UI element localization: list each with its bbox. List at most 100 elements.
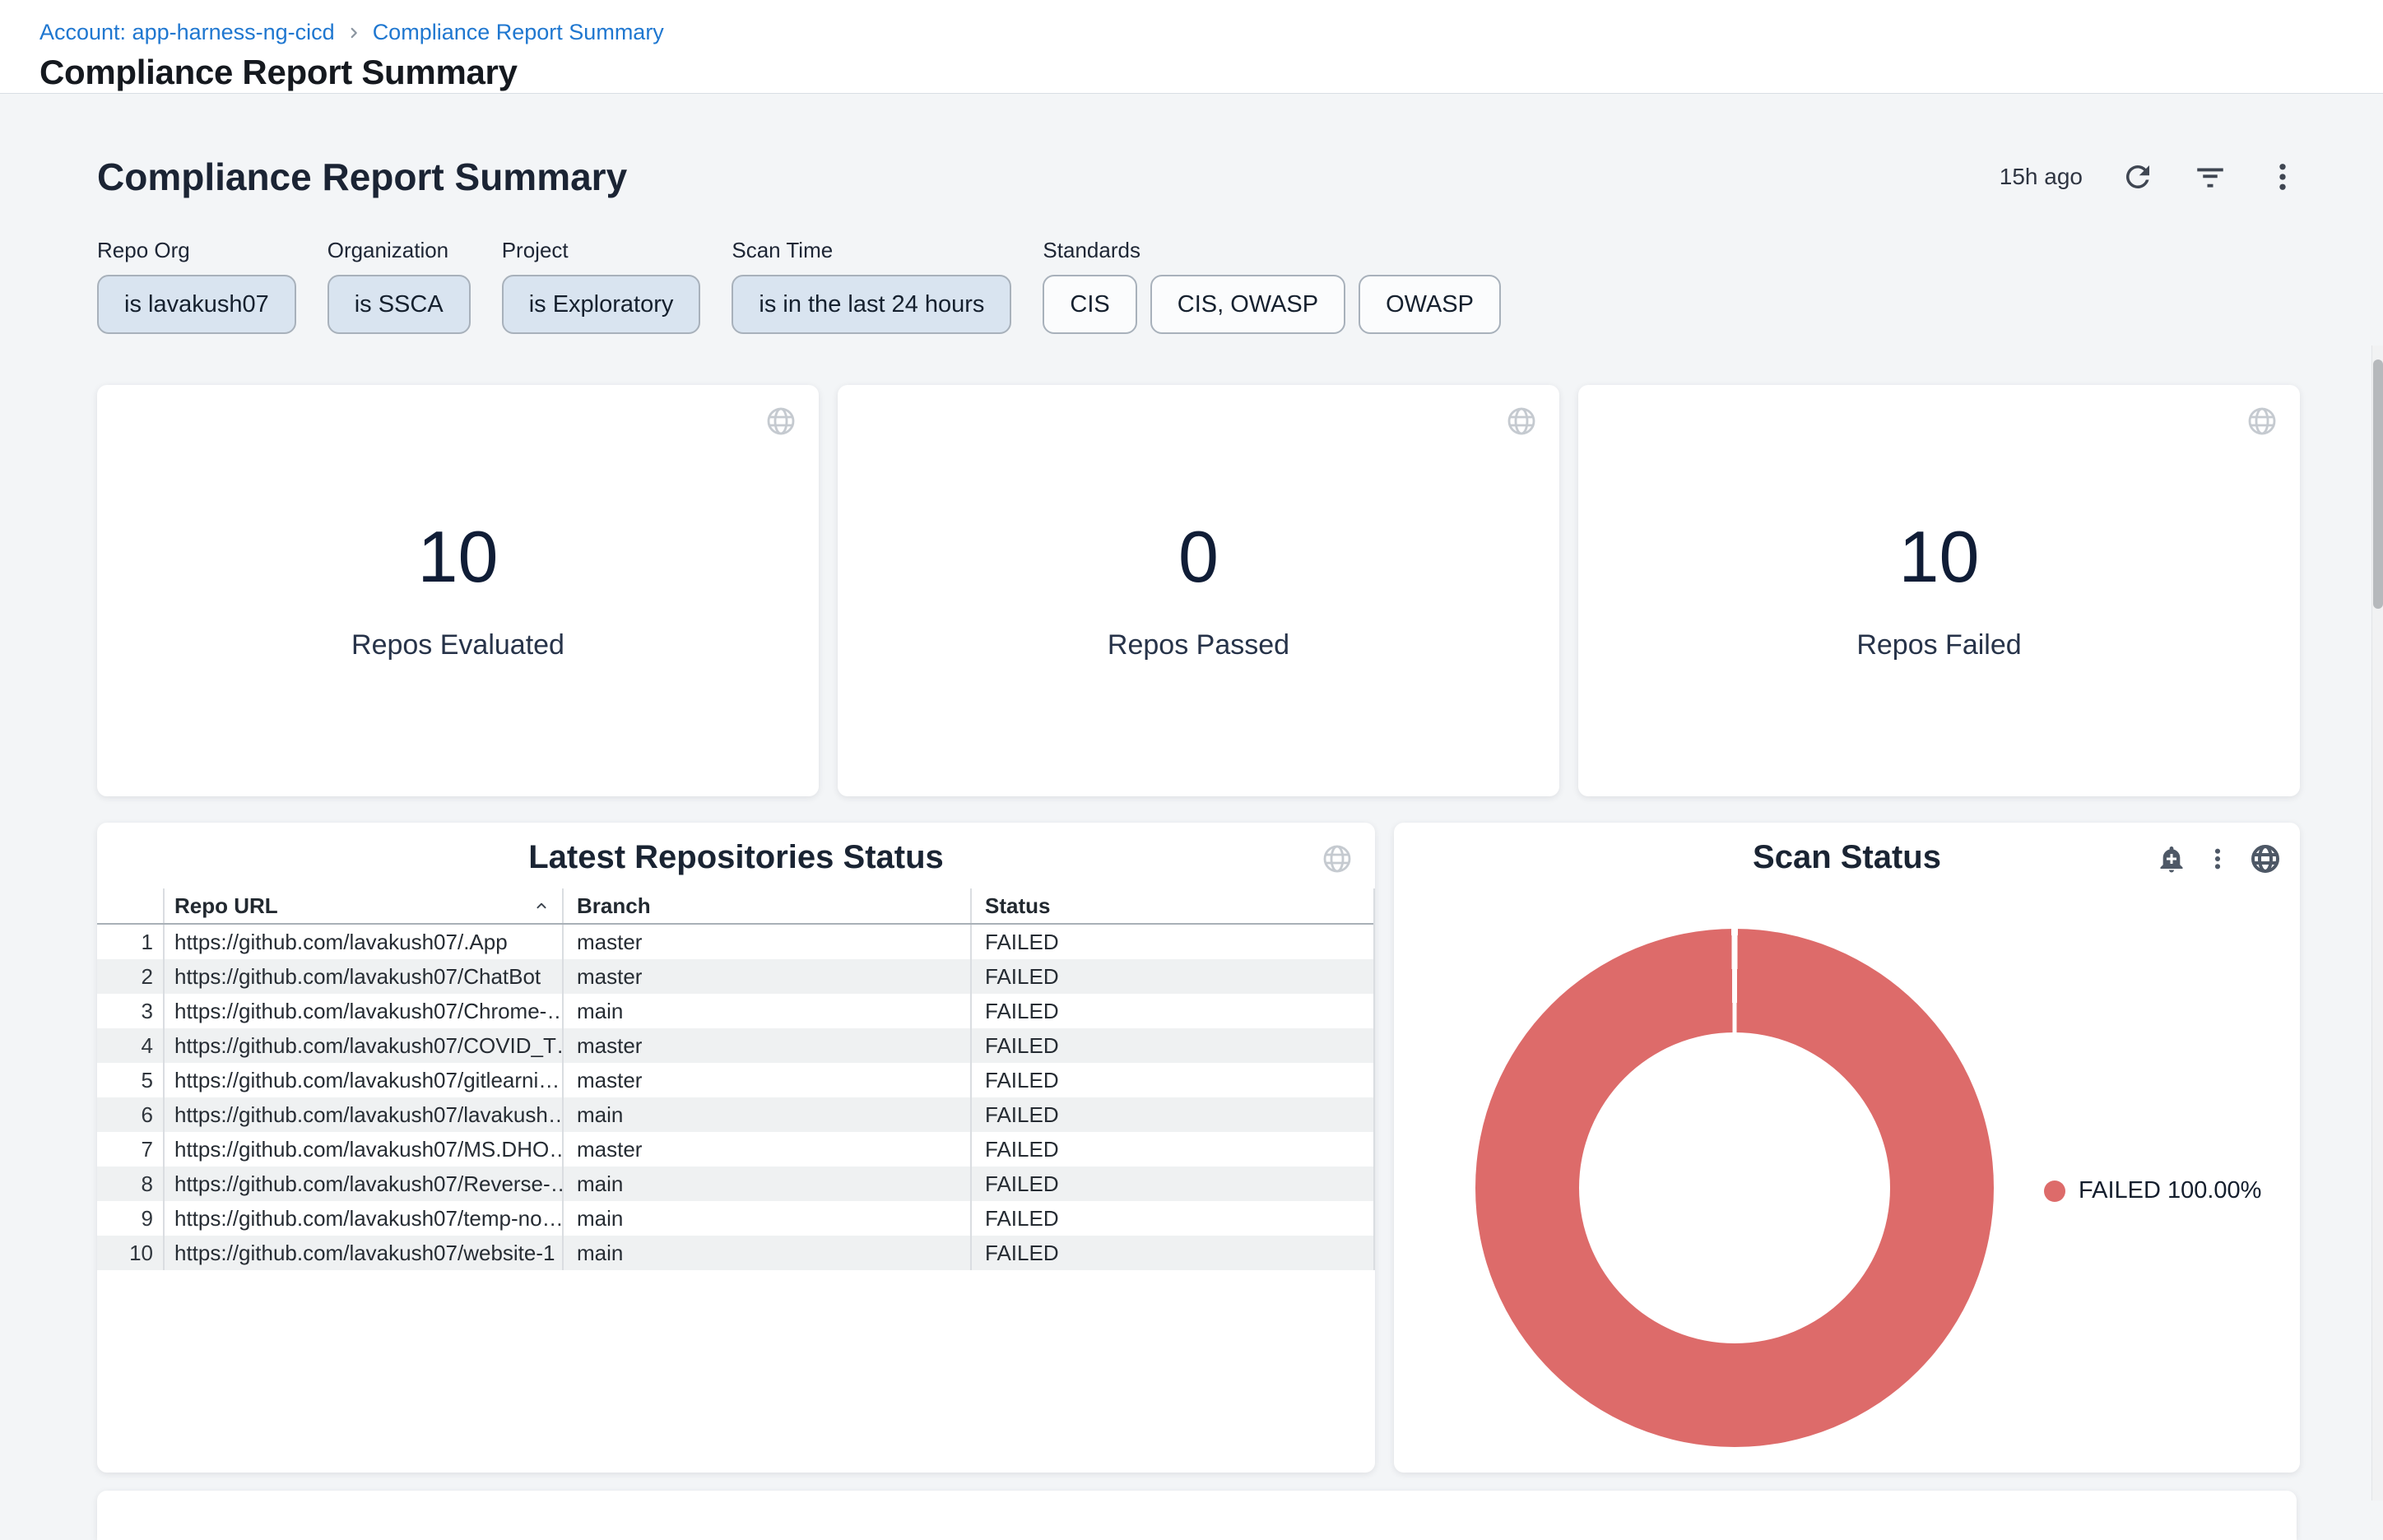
filter-chip-standard-cis[interactable]: CIS [1043, 275, 1137, 334]
scan-status-panel: Scan Status FAILED 100.00% [1394, 823, 2300, 1473]
stat-card-repos-passed: 0 Repos Passed [838, 385, 1559, 796]
repositories-table: Repo URL Branch Status 1 https://github.… [97, 888, 1375, 1270]
table-title: Latest Repositories Status [528, 839, 944, 875]
column-header-label: Repo URL [174, 893, 278, 918]
table-row[interactable]: 2 https://github.com/lavakush07/ChatBot … [97, 959, 1373, 994]
stat-value: 10 [417, 515, 499, 597]
status: FAILED [970, 1201, 1373, 1236]
stat-card-repos-failed: 10 Repos Failed [1578, 385, 2300, 796]
dashboard-header: Compliance Report Summary 15h ago [97, 154, 2300, 200]
donut-legend[interactable]: FAILED 100.00% [2044, 1177, 2261, 1204]
filter-chip-scan-time[interactable]: is in the last 24 hours [732, 275, 1012, 334]
status: FAILED [970, 959, 1373, 994]
filter-label: Repo Org [97, 238, 190, 262]
filter-standards: Standards CIS CIS, OWASP OWASP [1043, 238, 1501, 334]
filter-chip-project[interactable]: is Exploratory [501, 275, 701, 334]
repo-url: https://github.com/lavakush07/Reverse-… [174, 1171, 562, 1196]
table-row[interactable]: 1 https://github.com/lavakush07/.App mas… [97, 925, 1373, 959]
filter-organization: Organization is SSCA [327, 238, 471, 334]
more-options-icon[interactable] [2204, 846, 2231, 872]
branch: main [562, 1201, 970, 1236]
filter-icon[interactable] [2193, 160, 2227, 194]
stat-tiles-row: 10 Repos Evaluated 0 Repos Passed 10 Rep… [97, 385, 2300, 796]
scrollbar-thumb[interactable] [2373, 359, 2383, 609]
table-row[interactable]: 10 https://github.com/lavakush07/website… [97, 1236, 1373, 1270]
status: FAILED [970, 1167, 1373, 1201]
filter-scan-time: Scan Time is in the last 24 hours [732, 238, 1012, 334]
branch: main [562, 1097, 970, 1132]
table-row[interactable]: 4 https://github.com/lavakush07/COVID_T…… [97, 1028, 1373, 1063]
status: FAILED [970, 1132, 1373, 1167]
status: FAILED [970, 925, 1373, 959]
branch: master [562, 925, 970, 959]
sort-ascending-icon[interactable] [532, 897, 550, 915]
scrollbar-track[interactable] [2371, 346, 2383, 1501]
filter-chip-standard-cis-owasp[interactable]: CIS, OWASP [1150, 275, 1346, 334]
row-number: 8 [97, 1167, 165, 1201]
repo-url: https://github.com/lavakush07/website-1 [174, 1240, 555, 1265]
refresh-icon[interactable] [2121, 160, 2155, 194]
filter-chip-standard-owasp[interactable]: OWASP [1359, 275, 1501, 334]
branch: master [562, 1028, 970, 1063]
row-number: 4 [97, 1028, 165, 1063]
filter-bar: Repo Org is lavakush07 Organization is S… [97, 238, 2300, 334]
branch: main [562, 1236, 970, 1270]
repo-url: https://github.com/lavakush07/ChatBot [174, 963, 541, 989]
dashboard-title: Compliance Report Summary [97, 155, 628, 198]
filter-label: Organization [327, 238, 449, 262]
status: FAILED [970, 1063, 1373, 1097]
breadcrumb-current-link[interactable]: Compliance Report Summary [372, 20, 664, 44]
filter-project: Project is Exploratory [501, 238, 701, 334]
table-row[interactable]: 7 https://github.com/lavakush07/MS.DHO… … [97, 1132, 1373, 1167]
legend-failed-label: FAILED 100.00% [2079, 1177, 2262, 1204]
table-row[interactable]: 9 https://github.com/lavakush07/temp-no…… [97, 1201, 1373, 1236]
column-header-repo-url[interactable]: Repo URL [165, 888, 562, 923]
stat-card-repos-evaluated: 10 Repos Evaluated [97, 385, 819, 796]
repo-url: https://github.com/lavakush07/MS.DHO… [174, 1136, 562, 1162]
page-header: Account: app-harness-ng-cicd Compliance … [0, 0, 2383, 94]
alert-add-icon[interactable] [2157, 844, 2186, 874]
table-row[interactable]: 6 https://github.com/lavakush07/lavakush… [97, 1097, 1373, 1132]
branch: master [562, 1132, 970, 1167]
stat-label: Repos Evaluated [351, 629, 564, 661]
row-number: 5 [97, 1063, 165, 1097]
filter-label: Standards [1043, 238, 1140, 262]
globe-icon[interactable] [1321, 842, 1354, 875]
panel-actions [2157, 842, 2282, 875]
row-number: 9 [97, 1201, 165, 1236]
dashboard-area: Compliance Report Summary 15h ago Repo O… [0, 95, 2383, 1540]
globe-icon[interactable] [1505, 405, 1538, 438]
filter-chip-organization[interactable]: is SSCA [327, 275, 471, 334]
table-row[interactable]: 5 https://github.com/lavakush07/gitlearn… [97, 1063, 1373, 1097]
column-header-label: Status [985, 893, 1051, 918]
branch: master [562, 959, 970, 994]
breadcrumb: Account: app-harness-ng-cicd Compliance … [39, 20, 2344, 45]
status: FAILED [970, 1236, 1373, 1270]
more-options-icon[interactable] [2265, 160, 2300, 194]
column-header-branch[interactable]: Branch [562, 888, 970, 923]
globe-icon[interactable] [2246, 405, 2278, 438]
stat-label: Repos Failed [1856, 629, 2022, 661]
column-header-status[interactable]: Status [970, 888, 1373, 923]
repo-url: https://github.com/lavakush07/COVID_T… [174, 1032, 562, 1058]
column-header-label: Branch [577, 893, 651, 918]
table-row[interactable]: 8 https://github.com/lavakush07/Reverse-… [97, 1167, 1373, 1201]
filter-repo-org: Repo Org is lavakush07 [97, 238, 296, 334]
row-number: 7 [97, 1132, 165, 1167]
scan-status-donut-chart[interactable] [1475, 929, 1994, 1447]
row-number-header [97, 888, 165, 923]
globe-icon[interactable] [764, 405, 797, 438]
repo-url: https://github.com/lavakush07/Chrome-… [174, 998, 562, 1023]
filter-chip-repo-org[interactable]: is lavakush07 [97, 275, 296, 334]
status: FAILED [970, 994, 1373, 1028]
breadcrumb-account-link[interactable]: Account: app-harness-ng-cicd [39, 20, 335, 44]
branch: main [562, 1167, 970, 1201]
row-number: 10 [97, 1236, 165, 1270]
repo-url: https://github.com/lavakush07/gitlearni… [174, 1067, 560, 1092]
lower-panels-row: Latest Repositories Status Repo URL Bran… [97, 823, 2300, 1473]
globe-icon[interactable] [2249, 842, 2282, 875]
stat-label: Repos Passed [1107, 629, 1290, 661]
table-row[interactable]: 3 https://github.com/lavakush07/Chrome-…… [97, 994, 1373, 1028]
table-header-row: Repo URL Branch Status [97, 888, 1373, 925]
row-number: 6 [97, 1097, 165, 1132]
